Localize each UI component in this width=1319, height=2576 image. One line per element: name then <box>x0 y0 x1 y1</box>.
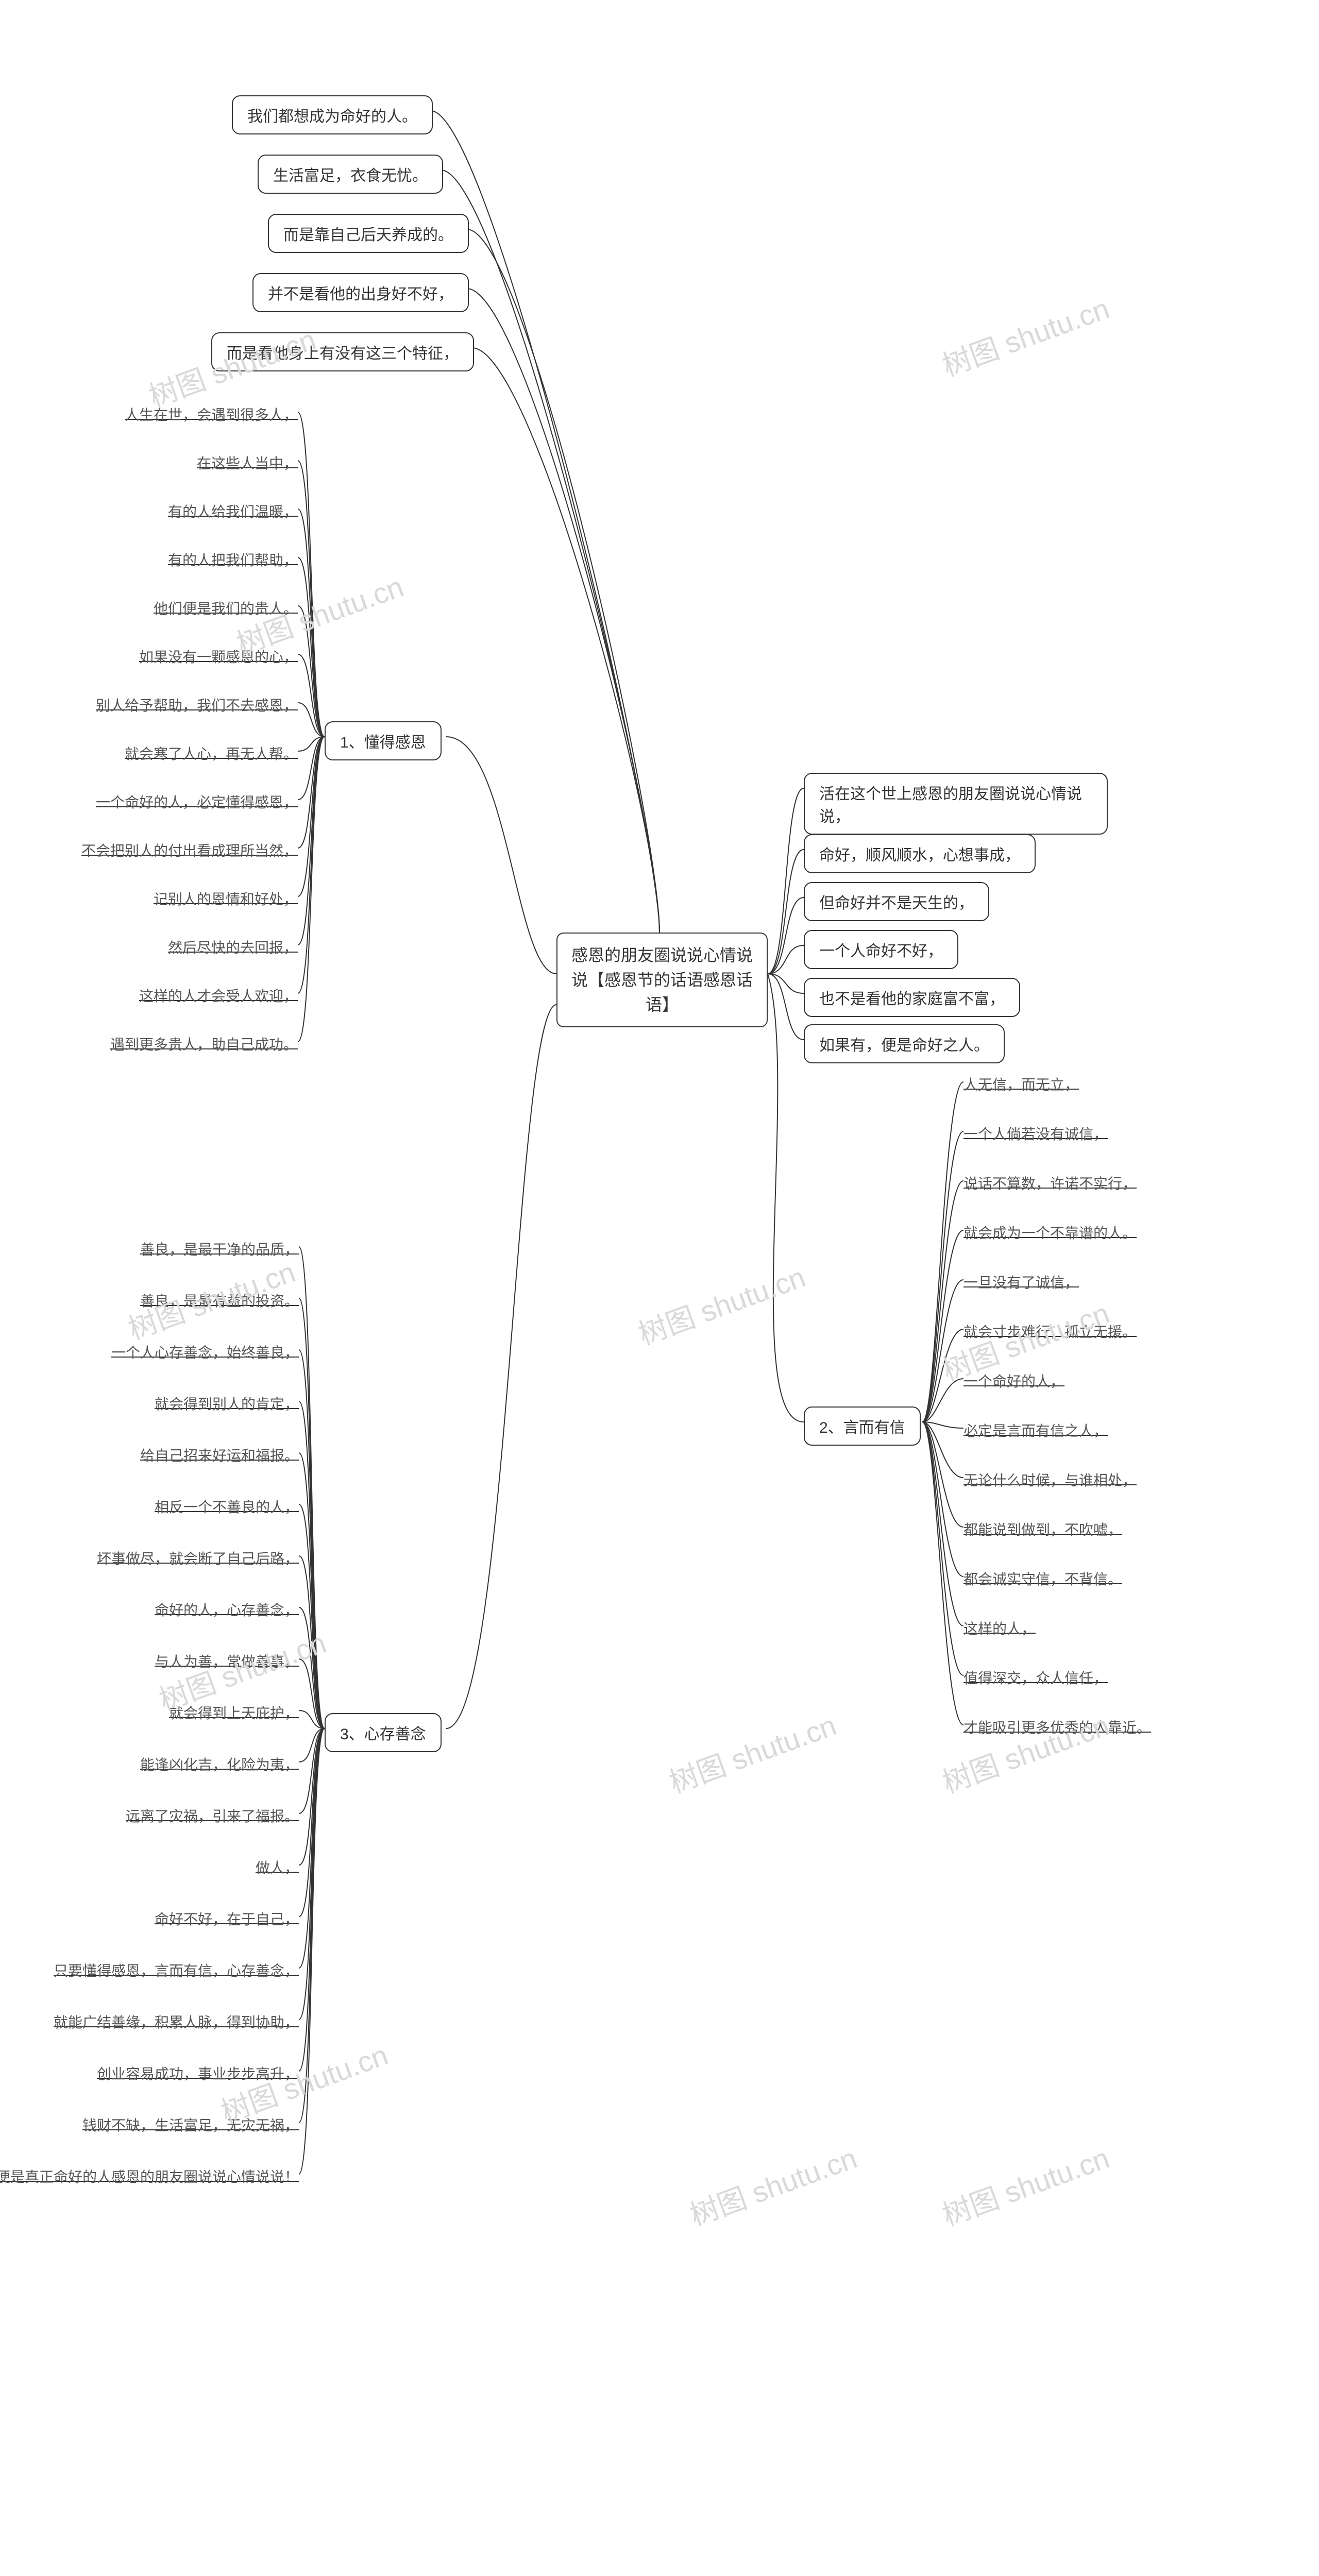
leaf-text: 一个人心存善念，始终善良， <box>111 1342 299 1362</box>
leaf-text: 在这些人当中， <box>197 452 298 473</box>
leaf-text: 与人为善，常做善事， <box>155 1651 299 1671</box>
leaf-text: 就会寒了人心，再无人帮。 <box>125 743 298 764</box>
leaf-text: 能逢凶化吉，化险为夷， <box>140 1754 299 1774</box>
leaf-text: 命好不好，在于自己， <box>155 1908 299 1929</box>
right-node: 一个人命好不好， <box>804 930 958 969</box>
leaf-text: 钱财不缺，生活富足，无灾无祸， <box>82 2114 299 2135</box>
leaf-text: 只要懂得感恩，言而有信，心存善念， <box>54 1960 299 1980</box>
leaf-text: 如果没有一颗感恩的心， <box>139 646 298 667</box>
leaf-text: 他们便是我们的贵人。 <box>154 598 298 618</box>
leaf-text: 有的人把我们帮助， <box>168 549 298 570</box>
section-node-3: 3、心存善念 <box>325 1713 442 1752</box>
leaf-text: 相反一个不善良的人， <box>155 1496 299 1517</box>
leaf-text: 就会寸步难行，孤立无援。 <box>963 1321 1137 1342</box>
section-node-2: 2、言而有信 <box>804 1406 921 1446</box>
leaf-text: 人生在世，会遇到很多人， <box>125 404 298 425</box>
leaf-text: 无论什么时候，与谁相处， <box>963 1469 1137 1490</box>
right-node: 活在这个世上感恩的朋友圈说说心情说说， <box>804 773 1108 835</box>
section-node-1: 1、懂得感恩 <box>325 721 442 760</box>
leaf-text: 遇到更多贵人，助自己成功。 <box>110 1033 298 1054</box>
right-node: 命好，顺风顺水，心想事成， <box>804 834 1036 873</box>
leaf-text: 坏事做尽，就会断了自己后路， <box>97 1548 299 1568</box>
root-node: 感恩的朋友圈说说心情说说【感恩节的话语感恩话语】 <box>556 933 768 1027</box>
leaf-text: 善良，是最干净的品质， <box>140 1239 299 1259</box>
leaf-text: 然后尽快的去回报， <box>168 937 298 957</box>
leaf-text: 就会得到别人的肯定， <box>155 1393 299 1414</box>
right-node: 如果有，便是命好之人。 <box>804 1024 1005 1063</box>
leaf-text: 别人给予帮助，我们不去感恩， <box>96 694 298 715</box>
leaf-text: 一旦没有了诚信， <box>963 1272 1079 1292</box>
right-node: 但命好并不是天生的， <box>804 882 989 921</box>
right-node: 也不是看他的家庭富不富， <box>804 978 1020 1017</box>
leaf-text: 必定是言而有信之人， <box>963 1420 1108 1440</box>
leaf-text: 便是真正命好的人感恩的朋友圈说说心情说说！ <box>0 2166 299 2187</box>
left-top-node: 而是看他身上有没有这三个特征， <box>211 332 474 371</box>
leaf-text: 就会得到上天庇护， <box>169 1702 299 1723</box>
leaf-text: 一个命好的人， <box>963 1370 1064 1391</box>
leaf-text: 值得深交，众人信任， <box>963 1667 1108 1688</box>
leaf-text: 一个命好的人，必定懂得感恩， <box>96 791 298 812</box>
leaf-text: 创业容易成功，事业步步高升， <box>97 2063 299 2083</box>
leaf-text: 这样的人才会受人欢迎， <box>139 985 298 1006</box>
leaf-text: 说话不算数，许诺不实行， <box>963 1173 1137 1193</box>
left-top-node: 生活富足，衣食无忧。 <box>258 155 443 194</box>
leaf-text: 记别人的恩情和好处， <box>154 888 298 909</box>
left-top-node: 并不是看他的出身好不好， <box>252 273 469 312</box>
mindmap-edges <box>0 0 1319 2576</box>
leaf-text: 远离了灾祸，引来了福报。 <box>126 1805 299 1826</box>
leaf-text: 这样的人， <box>963 1618 1036 1638</box>
leaf-text: 做人， <box>256 1857 299 1877</box>
leaf-text: 才能吸引更多优秀的人靠近。 <box>963 1717 1151 1737</box>
leaf-text: 一个人倘若没有诚信， <box>963 1123 1108 1144</box>
leaf-text: 给自己招来好运和福报。 <box>140 1445 299 1465</box>
leaf-text: 就会成为一个不靠谱的人。 <box>963 1222 1137 1243</box>
left-top-node: 而是靠自己后天养成的。 <box>268 214 469 253</box>
leaf-text: 就能广结善缘，积累人脉，得到协助， <box>54 2011 299 2032</box>
leaf-text: 人无信，而无立， <box>963 1074 1079 1094</box>
leaf-text: 都会诚实守信，不背信。 <box>963 1568 1122 1589</box>
leaf-text: 不会把别人的付出看成理所当然， <box>81 840 298 860</box>
leaf-text: 都能说到做到，不吹嘘， <box>963 1519 1122 1539</box>
left-top-node: 我们都想成为命好的人。 <box>232 95 433 134</box>
leaf-text: 命好的人，心存善念， <box>155 1599 299 1620</box>
leaf-text: 有的人给我们温暖， <box>168 501 298 521</box>
leaf-text: 善良，是最有益的投资。 <box>140 1290 299 1311</box>
